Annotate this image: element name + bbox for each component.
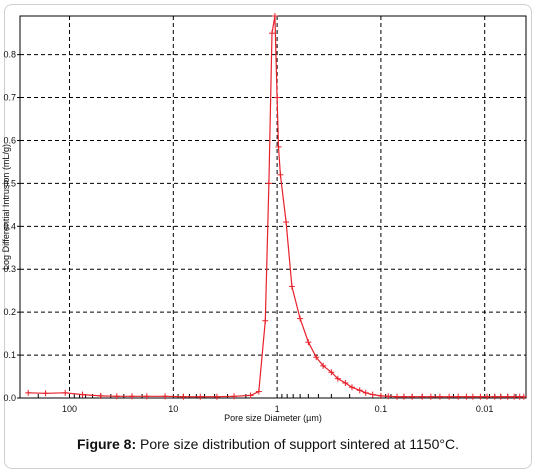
data-point (320, 362, 327, 369)
data-point (328, 369, 335, 376)
data-point (143, 393, 150, 400)
data-point (342, 379, 349, 386)
data-point (62, 389, 69, 396)
data-point (463, 393, 470, 400)
data-point (97, 392, 104, 399)
data-point (269, 30, 276, 37)
data-point (197, 393, 204, 400)
plot-area (19, 15, 527, 399)
data-point (393, 393, 400, 400)
data-point (484, 393, 491, 400)
grid-lines (20, 16, 526, 398)
data-point (262, 317, 269, 324)
y-tick-label: 0.5 (3, 178, 16, 188)
data-point (469, 393, 476, 400)
y-tick-label: 0.1 (3, 350, 16, 360)
data-point (427, 393, 434, 400)
data-point (162, 393, 169, 400)
y-tick-label: 0.2 (3, 307, 16, 317)
data-point (377, 392, 384, 399)
data-point (180, 393, 187, 400)
data-point (497, 393, 504, 400)
data-point (409, 393, 416, 400)
figure-caption: Figure 8: Pore size distribution of supp… (8, 436, 528, 452)
pore-size-chart: 0.00.10.20.30.40.50.60.70.8 100 10 1 0.1 0.0… (1, 13, 527, 423)
data-point (504, 393, 511, 400)
y-tick-label: 0.8 (3, 50, 16, 60)
x-tick-label: 10 (168, 404, 178, 414)
data-point (288, 283, 295, 290)
data-point (369, 391, 376, 398)
caption-label: Figure 8: (77, 436, 137, 452)
x-axis-title: Pore size Diameter (µm) (224, 413, 322, 423)
data-point (277, 171, 284, 178)
data-point (113, 393, 120, 400)
data-point (247, 392, 254, 399)
data-point (436, 393, 443, 400)
data-point (419, 393, 426, 400)
y-tick-label: 0.7 (3, 93, 16, 103)
data-point (275, 143, 282, 150)
x-tick-label: 0.1 (375, 404, 388, 414)
data-point (79, 391, 86, 398)
y-tick-label: 0.6 (3, 135, 16, 145)
data-point (305, 339, 312, 346)
data-point (274, 94, 281, 101)
data-point (520, 393, 527, 400)
data-point (334, 375, 341, 382)
data-point (385, 393, 392, 400)
caption-text: Pore size distribution of support sinter… (136, 436, 459, 452)
data-point (129, 393, 136, 400)
data-point (348, 384, 355, 391)
data-point (446, 393, 453, 400)
x-tick-label: 1 (275, 404, 280, 414)
y-tick-label: 0.4 (3, 221, 16, 231)
data-point (400, 393, 407, 400)
x-axis-ticks: 100 10 1 0.1 0.01 (19, 394, 527, 414)
data-point (313, 354, 320, 361)
data-point (283, 219, 290, 226)
data-point (42, 390, 49, 397)
data-point (511, 393, 518, 400)
y-tick-label: 0.0 (3, 393, 16, 403)
data-point (213, 393, 220, 400)
data-point (231, 393, 238, 400)
data-point (25, 389, 32, 396)
data-point (271, 13, 278, 19)
data-point (455, 393, 462, 400)
data-point (255, 388, 262, 395)
data-point (491, 393, 498, 400)
data-point (356, 387, 363, 394)
y-axis-ticks: 0.0 0.1 0.2 0.3 0.4 0.5 0.6 0.7 0.8 (3, 50, 20, 403)
data-point (477, 393, 484, 400)
x-tick-label: 100 (62, 404, 77, 414)
x-tick-label: 0.01 (476, 404, 494, 414)
data-point (265, 180, 272, 187)
y-axis-title: Log Differential Intrusion (mL/g) (1, 144, 11, 270)
data-point (297, 315, 304, 322)
series-group (25, 13, 527, 400)
data-point (362, 389, 369, 396)
y-tick-label: 0.3 (3, 264, 16, 274)
